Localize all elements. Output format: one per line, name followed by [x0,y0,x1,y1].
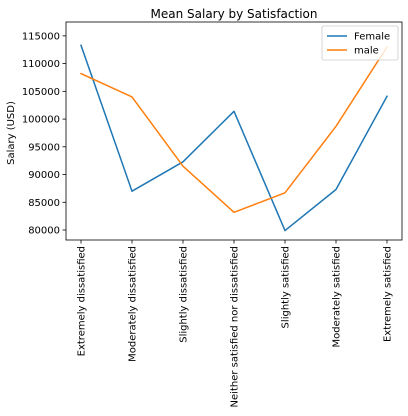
chart-title: Mean Salary by Satisfaction [151,7,318,21]
x-tick-label: Moderately dissatisfied [128,246,139,362]
series-layer [80,44,389,232]
legend: Female male [321,25,399,61]
x-axis: Extremely dissatisfied Moderately dissati… [77,240,394,407]
y-tick-label: 115000 [22,31,60,42]
y-axis: 80000 85000 90000 95000 100000 105000 110000 11… [22,31,66,237]
y-tick-label: 100000 [22,115,60,126]
y-tick-label: 95000 [28,142,60,153]
series-line-female [80,44,389,232]
x-tick-label: Slightly satisfied [281,246,292,328]
legend-label-female: Female [354,32,390,43]
legend-label-male: male [354,46,379,57]
series-line-male [80,45,389,214]
legend-box [321,25,399,61]
y-axis-label: Salary (USD) [6,101,17,165]
x-tick-label: Moderately satisfied [332,246,343,347]
y-tick-label: 105000 [22,87,60,98]
x-tick-label: Extremely satisfied [383,246,394,342]
x-tick-label: Extremely dissatisfied [77,246,88,356]
y-tick-label: 90000 [28,170,60,181]
x-tick-label: Slightly dissatisfied [179,246,190,343]
y-tick-label: 110000 [22,59,60,70]
x-tick-label: Neither satisfied nor dissatisfied [230,246,241,407]
y-tick-label: 85000 [28,198,60,209]
y-tick-label: 80000 [28,226,60,237]
